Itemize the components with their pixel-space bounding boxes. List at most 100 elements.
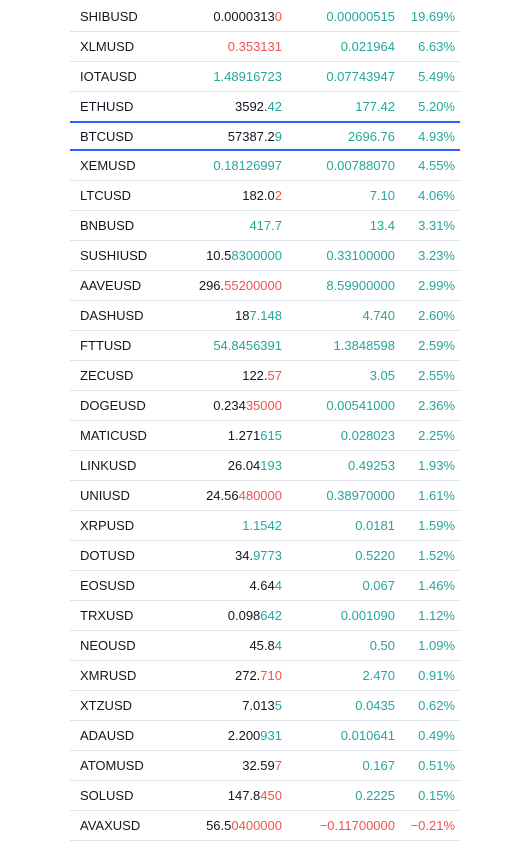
price-base: 2.200 [227, 728, 261, 743]
symbol: EOSUSD [80, 578, 135, 593]
price: 7.013 5 [242, 691, 282, 720]
price-changed: 7 [274, 758, 282, 773]
ticker-row[interactable]: IOTAUSD 1.48916723 0.07743947 5.49% [70, 62, 460, 92]
change: 0.07743947 [326, 69, 395, 84]
ticker-row[interactable]: XTZUSD 7.013 5 0.0435 0.62% [70, 691, 460, 721]
ticker-row[interactable]: FTTUSD 54.8456391 1.3848598 2.59% [70, 331, 460, 361]
price-base: 7.013 [242, 698, 275, 713]
change-percent: 5.49% [418, 69, 455, 84]
ticker-row[interactable]: XRPUSD 1.1542 0.0181 1.59% [70, 511, 460, 541]
price-base: 32.59 [242, 758, 275, 773]
ticker-row[interactable]: XLMUSD 0.353131 0.021964 6.63% [70, 32, 460, 62]
ticker-row[interactable]: ATOMUSD 32.59 7 0.167 0.51% [70, 751, 460, 781]
symbol: MATICUSD [80, 428, 147, 443]
change-percent: 6.63% [418, 39, 455, 54]
symbol: IOTAUSD [80, 69, 137, 84]
change-percent: 2.59% [418, 338, 455, 353]
price-base: 10.5 [206, 248, 232, 263]
change-percent: 1.09% [418, 638, 455, 653]
change-percent: 1.61% [418, 488, 455, 503]
price-base: 0.0000313 [213, 9, 275, 24]
price-changed: 931 [260, 728, 282, 743]
change-percent: 2.55% [418, 368, 455, 383]
change: 0.167 [362, 758, 395, 773]
ticker-row[interactable]: SUSHIUSD 10.5 8300000 0.33100000 3.23% [70, 241, 460, 271]
ticker-row[interactable]: MATICUSD 1.271 615 0.028023 2.25% [70, 421, 460, 451]
ticker-row[interactable]: BTCUSD 57387.2 9 2696.76 4.93% [70, 121, 460, 151]
price-changed: 5 [274, 698, 282, 713]
price-changed: 1.1542 [242, 518, 282, 533]
price: 24.56 480000 [206, 481, 282, 510]
ticker-row[interactable]: DOTUSD 34. 9773 0.5220 1.52% [70, 541, 460, 571]
symbol: DASHUSD [80, 308, 144, 323]
price: 34. 9773 [235, 541, 282, 570]
change-percent: 2.25% [418, 428, 455, 443]
change: 13.4 [369, 218, 395, 233]
change-percent: 3.31% [418, 218, 455, 233]
price: 32.59 7 [242, 751, 282, 780]
price: 182.0 2 [242, 181, 282, 210]
price-base: 57387.2 [227, 128, 275, 144]
change-percent: 2.99% [418, 278, 455, 293]
price: 2.200 931 [228, 721, 282, 750]
symbol: ZECUSD [80, 368, 134, 383]
ticker-row[interactable]: LINKUSD 26.04 193 0.49253 1.93% [70, 451, 460, 481]
symbol: XMRUSD [80, 668, 137, 683]
price-changed: 42 [267, 99, 282, 114]
change: 0.00000515 [326, 9, 395, 24]
ticker-row[interactable]: EOSUSD 4.64 4 0.067 1.46% [70, 571, 460, 601]
ticker-row[interactable]: SOLUSD 147.8 450 0.2225 0.15% [70, 781, 460, 811]
change: 0.2225 [355, 788, 395, 803]
ticker-row[interactable]: AVAXUSD 56.5 0400000 −0.11700000 −0.21% [70, 811, 460, 841]
ticker-row[interactable]: NEOUSD 45.8 4 0.50 1.09% [70, 631, 460, 661]
ticker-row[interactable]: SHIBUSD 0.0000313 0 0.00000515 19.69% [70, 2, 460, 32]
price: 1.1542 [242, 511, 282, 540]
symbol: SUSHIUSD [80, 248, 148, 263]
change-percent: 4.06% [418, 188, 455, 203]
price-changed: 4 [274, 638, 282, 653]
change: 4.740 [362, 308, 395, 323]
price-changed: 615 [260, 428, 282, 443]
price-base: 45.8 [249, 638, 275, 653]
symbol: LTCUSD [80, 188, 132, 203]
symbol: BTCUSD [80, 128, 134, 144]
price: 417.7 [249, 211, 282, 240]
ticker-row[interactable]: TRXUSD 0.098 642 0.001090 1.12% [70, 601, 460, 631]
symbol: TRXUSD [80, 608, 134, 623]
price-changed: 9 [274, 128, 282, 144]
ticker-row[interactable]: DOGEUSD 0.234 35000 0.00541000 2.36% [70, 391, 460, 421]
change: 0.00788070 [326, 158, 395, 173]
symbol: ATOMUSD [80, 758, 144, 773]
ticker-row[interactable]: XMRUSD 272. 710 2.470 0.91% [70, 661, 460, 691]
symbol: SOLUSD [80, 788, 134, 803]
ticker-row[interactable]: ETHUSD 3592. 42 177.42 5.20% [70, 92, 460, 122]
ticker-row[interactable]: UNIUSD 24.56 480000 0.38970000 1.61% [70, 481, 460, 511]
price-changed: 0 [274, 9, 282, 24]
ticker-row[interactable]: ZECUSD 122. 57 3.05 2.55% [70, 361, 460, 391]
change: 0.0435 [355, 698, 395, 713]
ticker-row[interactable]: BNBUSD 417.7 13.4 3.31% [70, 211, 460, 241]
ticker-row[interactable]: DASHUSD 18 7.148 4.740 2.60% [70, 301, 460, 331]
symbol: DOGEUSD [80, 398, 146, 413]
price: 10.5 8300000 [206, 241, 282, 270]
change: 0.5220 [355, 548, 395, 563]
change: 1.3848598 [333, 338, 395, 353]
ticker-row[interactable]: LTCUSD 182.0 2 7.10 4.06% [70, 181, 460, 211]
price-changed: 642 [260, 608, 282, 623]
change: 0.49253 [348, 458, 395, 473]
price-base: 272. [234, 668, 261, 683]
price: 0.18126997 [213, 151, 282, 180]
ticker-row[interactable]: AAVEUSD 296. 55200000 8.59900000 2.99% [70, 271, 460, 301]
price-base: 1.271 [227, 428, 261, 443]
symbol: NEOUSD [80, 638, 136, 653]
price-changed: 7.148 [249, 308, 282, 323]
price: 0.098 642 [228, 601, 282, 630]
price-base: 182.0 [242, 188, 275, 203]
price: 1.271 615 [228, 421, 282, 450]
change: 3.05 [369, 368, 395, 383]
price-base: 56.5 [206, 818, 232, 833]
ticker-row[interactable]: ADAUSD 2.200 931 0.010641 0.49% [70, 721, 460, 751]
change-percent: 0.51% [418, 758, 455, 773]
ticker-row[interactable]: XEMUSD 0.18126997 0.00788070 4.55% [70, 151, 460, 181]
price-base: 122. [242, 368, 268, 383]
